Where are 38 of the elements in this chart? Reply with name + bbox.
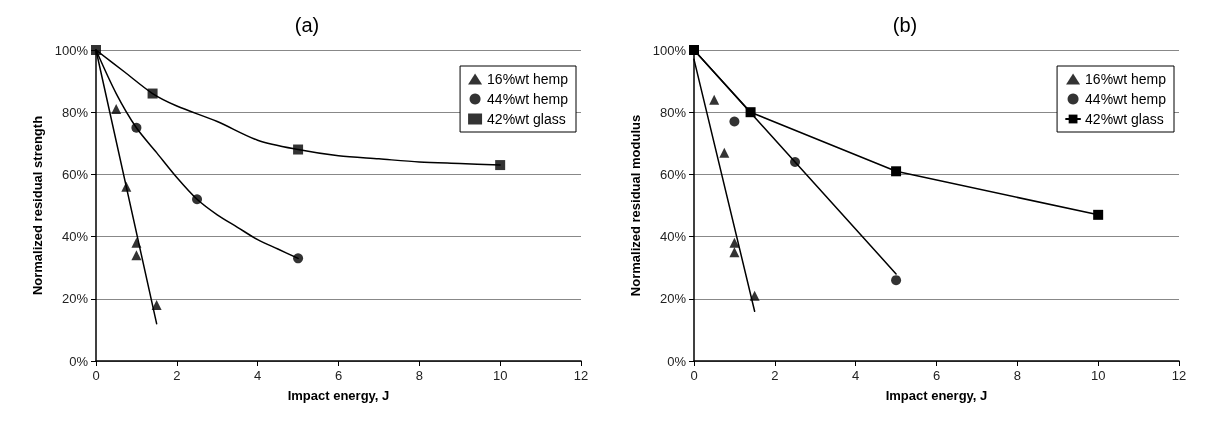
x-tick-label: 0 bbox=[690, 368, 698, 383]
x-tick-label: 10 bbox=[492, 368, 508, 383]
y-tick-label: 40% bbox=[61, 229, 89, 245]
y-tick-label: 100% bbox=[652, 42, 687, 58]
legend-label: 44%wt hemp bbox=[487, 91, 569, 107]
legend-label: 42%wt glass bbox=[1085, 111, 1164, 127]
x-tick-label: 4 bbox=[254, 368, 262, 383]
x-tick-label: 2 bbox=[173, 368, 181, 383]
x-tick-label: 0 bbox=[92, 368, 100, 383]
x-tick-label: 12 bbox=[573, 368, 589, 383]
y-tick-label: 60% bbox=[61, 166, 89, 182]
x-tick-label: 8 bbox=[415, 368, 423, 383]
legend-label: 44%wt hemp bbox=[1085, 91, 1167, 107]
x-axis-title: Impact energy, J bbox=[885, 388, 988, 403]
y-tick-label: 80% bbox=[659, 104, 687, 120]
legend-label: 16%wt hemp bbox=[487, 71, 569, 87]
x-tick-label: 10 bbox=[1090, 368, 1106, 383]
y-tick-label: 0% bbox=[667, 353, 687, 369]
legend-label: 16%wt hemp bbox=[1085, 71, 1167, 87]
y-tick-label: 0% bbox=[69, 353, 89, 369]
y-tick-label: 20% bbox=[659, 291, 687, 307]
x-tick-label: 2 bbox=[771, 368, 779, 383]
y-tick-label: 100% bbox=[54, 42, 89, 58]
y-axis-title: Normalized residual strength bbox=[29, 115, 45, 296]
chart-title: (a) bbox=[294, 14, 320, 36]
y-tick-label: 20% bbox=[61, 291, 89, 307]
x-tick-label: 12 bbox=[1171, 368, 1187, 383]
y-tick-label: 60% bbox=[659, 166, 687, 182]
x-tick-label: 8 bbox=[1013, 368, 1021, 383]
x-tick-label: 6 bbox=[932, 368, 941, 383]
x-tick-label: 4 bbox=[852, 368, 860, 383]
chart-title: (b) bbox=[892, 14, 918, 36]
y-axis-title: Normalized residual modulus bbox=[627, 114, 643, 297]
y-tick-label: 80% bbox=[61, 104, 89, 120]
y-tick-label: 40% bbox=[659, 229, 687, 245]
x-axis-title: Impact energy, J bbox=[287, 388, 390, 403]
x-tick-label: 6 bbox=[334, 368, 343, 383]
legend-label: 42%wt glass bbox=[487, 111, 566, 127]
